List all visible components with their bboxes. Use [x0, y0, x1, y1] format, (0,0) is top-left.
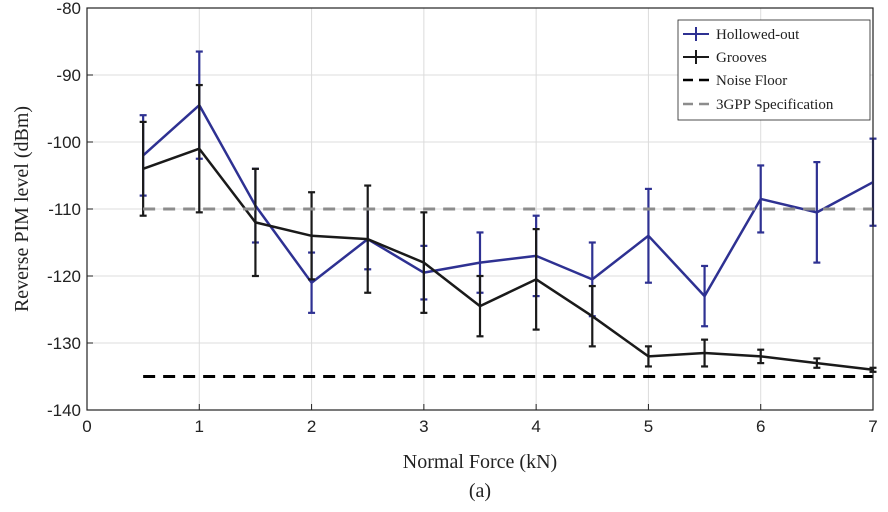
legend-label-grooves: Grooves: [716, 50, 767, 66]
x-tick-label: 6: [756, 417, 765, 436]
y-tick-label: -140: [47, 401, 81, 420]
x-axis-title: Normal Force (kN): [403, 451, 557, 473]
error-bar-grooves: [813, 357, 821, 369]
y-tick-label: -130: [47, 334, 81, 353]
error-bar-grooves: [251, 167, 259, 278]
x-tick-label: 0: [82, 417, 91, 436]
x-tick-label: 1: [195, 417, 204, 436]
error-bar-grooves: [644, 345, 652, 368]
error-bar-hollowed-out: [701, 264, 709, 328]
ticks: 0 1 2 3 4 5 6 7 -140 -130 -120 -110 -100 -90 -80: [47, 0, 878, 436]
x-tick-label: 5: [644, 417, 653, 436]
error-bar-grooves: [588, 284, 596, 348]
series-line-hollowed-out: [142, 103, 874, 298]
y-tick-label: -100: [47, 133, 81, 152]
y-tick-label: -90: [56, 66, 81, 85]
error-bar-grooves: [532, 228, 540, 331]
legend: Hollowed-out Grooves Noise Floor 3GPP Sp…: [677, 19, 871, 121]
legend-box: [677, 19, 871, 121]
error-bar-hollowed-out: [757, 164, 765, 234]
legend-entry-grooves: Grooves: [683, 50, 767, 66]
legend-entry-hollowed-out: Hollowed-out: [683, 27, 800, 43]
legend-label-noise-floor: Noise Floor: [716, 73, 787, 89]
figure-caption: (a): [469, 480, 491, 502]
error-bar-grooves: [420, 211, 428, 314]
series-line-grooves: [142, 147, 874, 372]
error-bar-grooves: [757, 348, 765, 365]
legend-label-3gpp-specification: 3GPP Specification: [716, 97, 834, 113]
x-tick-label: 7: [868, 417, 877, 436]
y-tick-label: -110: [48, 200, 81, 219]
x-tick-label: 2: [307, 417, 316, 436]
error-bar-grooves: [701, 338, 709, 368]
series-grooves: [139, 83, 877, 373]
y-tick-label: -120: [47, 267, 81, 286]
error-bar-hollowed-out: [813, 161, 821, 264]
x-tick-label: 3: [419, 417, 428, 436]
legend-entry-noise-floor: Noise Floor: [683, 73, 787, 89]
x-tick-label: 4: [531, 417, 540, 436]
error-bar-grooves: [364, 184, 372, 294]
series-layer: [139, 50, 877, 378]
y-tick-label: -80: [56, 0, 81, 18]
error-bar-grooves: [139, 120, 147, 217]
error-bar-grooves: [308, 191, 316, 281]
legend-entry-3gpp-specification: 3GPP Specification: [683, 97, 834, 113]
legend-label-hollowed-out: Hollowed-out: [716, 27, 800, 43]
error-bar-grooves: [195, 83, 203, 214]
error-bar-grooves: [476, 274, 484, 338]
y-axis-title: Reverse PIM level (dBm): [11, 106, 33, 312]
error-bar-hollowed-out: [644, 187, 652, 284]
